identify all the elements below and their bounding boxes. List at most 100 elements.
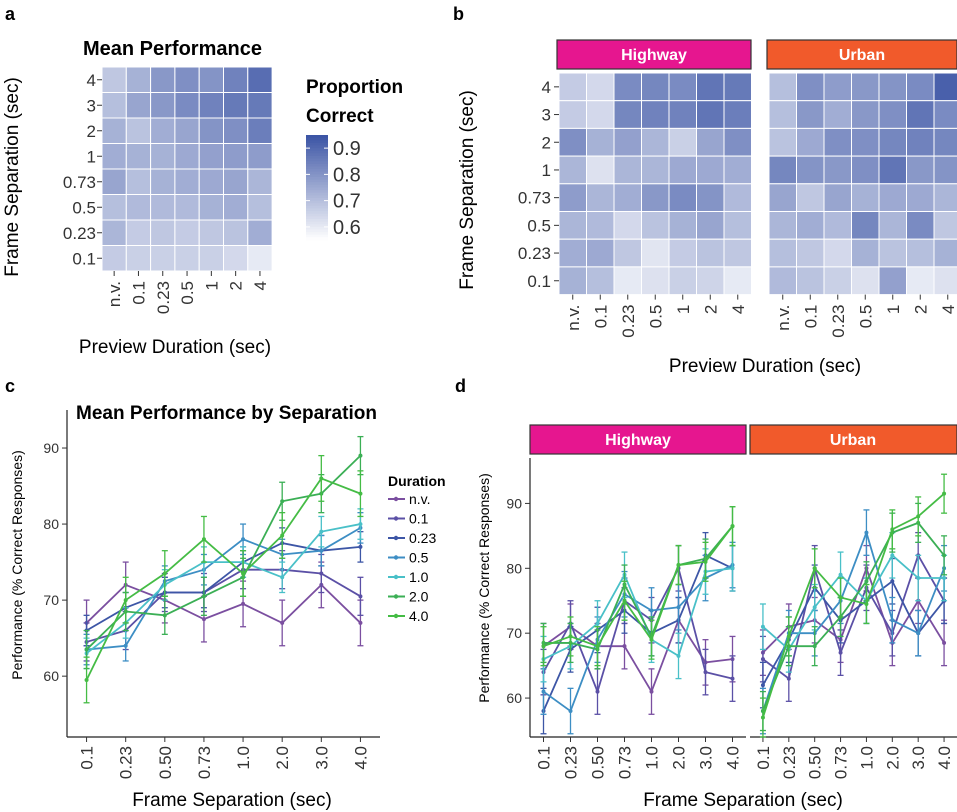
data-point bbox=[595, 644, 600, 649]
line-chart-d-highway: 60 70 80 90 0.1 0.23 0.50 0.73 1.0 2.0 3.0 4.0 bbox=[506, 458, 746, 779]
colorbar-segment bbox=[306, 192, 328, 196]
heat-cell bbox=[198, 168, 224, 195]
legend-dot bbox=[393, 574, 399, 580]
heat-cell bbox=[174, 92, 200, 119]
heat-cell bbox=[933, 211, 957, 240]
heat-cell bbox=[101, 66, 127, 93]
panel-b-ylabel: Frame Separation (sec) bbox=[457, 90, 478, 290]
heat-cell bbox=[558, 238, 587, 268]
data-point bbox=[319, 476, 324, 481]
data-point bbox=[319, 548, 324, 553]
heat-cell bbox=[641, 266, 670, 296]
heat-cell bbox=[198, 66, 224, 93]
y-tick-label: 2 bbox=[542, 133, 551, 152]
y-tick-label: 4 bbox=[542, 78, 551, 97]
colorbar-segment bbox=[306, 234, 328, 238]
y-tick-label: 0.1 bbox=[527, 272, 551, 291]
series-line-4.0 bbox=[85, 477, 361, 681]
heat-cell bbox=[198, 194, 224, 221]
x-tick-label: 0.1 bbox=[754, 746, 773, 770]
heat-cell bbox=[174, 168, 200, 195]
panel-d-urban-strip-label: Urban bbox=[830, 432, 876, 449]
heat-cell bbox=[668, 155, 697, 185]
heat-cell bbox=[198, 92, 224, 119]
heat-cell bbox=[174, 143, 200, 170]
data-point bbox=[201, 594, 206, 599]
colorbar-segment bbox=[306, 237, 328, 241]
colorbar-segment bbox=[306, 221, 328, 225]
colorbar-segment bbox=[306, 145, 328, 149]
data-point bbox=[703, 670, 708, 675]
legend-label: 0.23 bbox=[409, 530, 436, 546]
x-tick-label: 4 bbox=[729, 305, 748, 314]
series-line-0.5 bbox=[542, 564, 733, 713]
x-tick-label: n.v. bbox=[774, 305, 793, 331]
heat-cell bbox=[933, 238, 957, 268]
colorbar-segment bbox=[306, 213, 328, 217]
heat-cell bbox=[696, 155, 725, 185]
heat-cell bbox=[125, 168, 152, 195]
series-line-1.0 bbox=[762, 553, 945, 651]
heat-cell bbox=[823, 183, 852, 213]
heat-cell bbox=[906, 155, 935, 185]
heat-cell bbox=[668, 72, 697, 102]
colorbar-segment bbox=[306, 135, 328, 139]
heat-cell bbox=[823, 72, 852, 102]
heat-cell bbox=[198, 143, 224, 170]
x-tick-label: 4.0 bbox=[351, 746, 370, 770]
line-chart-d-urban: 0.1 0.23 0.50 0.73 1.0 2.0 3.0 4.0 bbox=[750, 473, 957, 779]
heat-cell bbox=[613, 72, 642, 102]
heat-cell bbox=[851, 127, 880, 157]
heat-cell bbox=[906, 238, 935, 268]
heat-cell bbox=[723, 155, 752, 185]
legend: n.v. 0.1 0.23 0.5 1.0 2.0 4.0 bbox=[388, 491, 436, 624]
x-tick-label: 0.1 bbox=[78, 746, 97, 770]
data-point bbox=[280, 620, 285, 625]
data-point bbox=[730, 566, 735, 571]
colorbar-segment bbox=[306, 187, 328, 191]
colorbar-segment bbox=[306, 219, 328, 223]
heat-cell bbox=[768, 183, 797, 213]
x-tick-label: 4.0 bbox=[935, 746, 954, 770]
heat-cell bbox=[768, 266, 797, 296]
heat-cell bbox=[796, 211, 825, 240]
x-tick-label: 1.0 bbox=[857, 746, 876, 770]
heat-cell bbox=[150, 92, 176, 119]
x-tick-label: 4.0 bbox=[724, 746, 743, 770]
colorbar-tick-label: 0.9 bbox=[333, 138, 361, 160]
heat-cell bbox=[906, 211, 935, 240]
heat-cell bbox=[851, 155, 880, 185]
heat-cell bbox=[586, 72, 615, 102]
heat-cell bbox=[796, 238, 825, 268]
heat-cell bbox=[247, 143, 273, 170]
data-point bbox=[622, 644, 627, 649]
heat-cell bbox=[668, 183, 697, 213]
colorbar-segment bbox=[306, 182, 328, 186]
colorbar-segment bbox=[306, 216, 328, 220]
heat-cell bbox=[586, 211, 615, 240]
heat-cell bbox=[150, 194, 176, 221]
heat-cell bbox=[558, 127, 587, 157]
heat-cell bbox=[558, 100, 587, 129]
heat-cell bbox=[101, 194, 127, 221]
heat-cell bbox=[933, 183, 957, 213]
heat-cell bbox=[851, 211, 880, 240]
heat-cell bbox=[150, 66, 176, 93]
heat-cell bbox=[586, 183, 615, 213]
data-point bbox=[84, 677, 89, 682]
heat-cell bbox=[723, 238, 752, 268]
panel-d-xlabel: Frame Separation (sec) bbox=[643, 790, 843, 811]
y-tick-label: 3 bbox=[542, 106, 551, 125]
series-line-0.23 bbox=[86, 542, 361, 632]
colorbar-segment bbox=[306, 163, 328, 167]
heat-cell bbox=[174, 66, 200, 93]
heat-cell bbox=[696, 266, 725, 296]
data-point bbox=[358, 594, 363, 599]
heat-cell bbox=[823, 100, 852, 129]
heat-cell bbox=[150, 168, 176, 195]
colorbar-segment bbox=[306, 179, 328, 183]
heat-cell bbox=[558, 72, 587, 102]
heat-cell bbox=[851, 266, 880, 296]
heat-cell bbox=[247, 66, 273, 93]
heat-cell bbox=[641, 238, 670, 268]
